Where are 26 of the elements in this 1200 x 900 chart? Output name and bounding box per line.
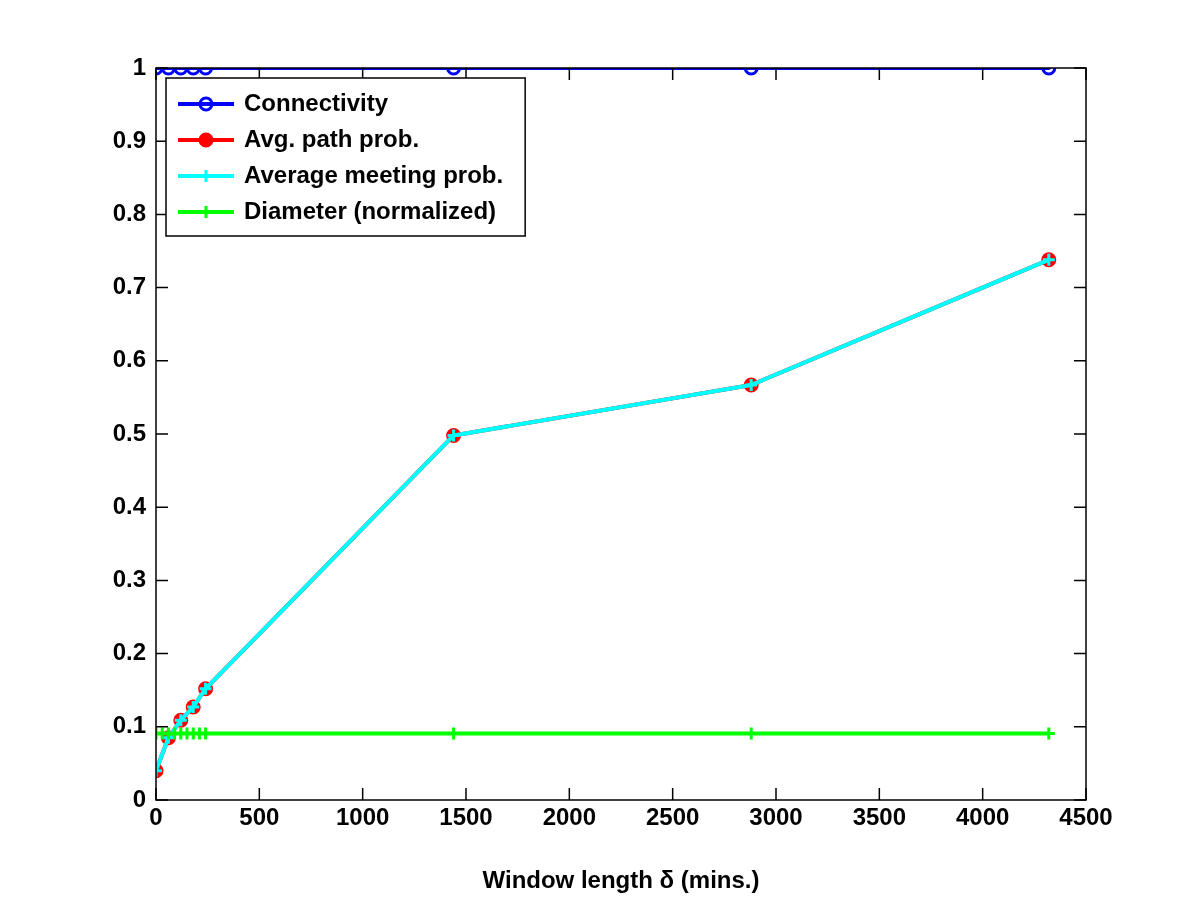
x-tick-label: 2500 <box>645 803 700 831</box>
legend-label: Connectivity <box>244 88 389 116</box>
y-tick-label: 0.7 <box>112 272 146 300</box>
y-tick-label: 0 <box>132 784 146 812</box>
y-tick-label: 0.1 <box>112 711 146 739</box>
y-tick-label: 0.9 <box>112 125 146 153</box>
y-tick-label: 0.6 <box>112 345 146 373</box>
x-tick-label: 1500 <box>439 803 493 831</box>
y-tick-label: 1 <box>132 52 146 80</box>
legend-label: Avg. path prob. <box>244 124 420 152</box>
y-tick-label: 0.4 <box>112 491 147 519</box>
x-axis-title: Window length δ (mins.) <box>482 866 760 894</box>
x-tick-label: 1000 <box>335 803 390 831</box>
y-tick-label: 0.3 <box>112 565 146 593</box>
x-tick-label: 0 <box>149 803 163 831</box>
x-tick-label: 2000 <box>542 803 597 831</box>
y-tick-label: 0.8 <box>112 199 146 227</box>
x-tick-label: 3000 <box>749 803 803 831</box>
x-tick-label: 4500 <box>1059 803 1113 831</box>
y-tick-label: 0.5 <box>112 418 146 446</box>
legend-label: Average meeting prob. <box>244 160 504 188</box>
x-tick-label: 3500 <box>852 803 907 831</box>
y-tick-label: 0.2 <box>112 638 146 666</box>
legend-label: Diameter (normalized) <box>244 196 497 224</box>
x-tick-label: 4000 <box>955 803 1010 831</box>
x-tick-label: 500 <box>239 803 280 831</box>
